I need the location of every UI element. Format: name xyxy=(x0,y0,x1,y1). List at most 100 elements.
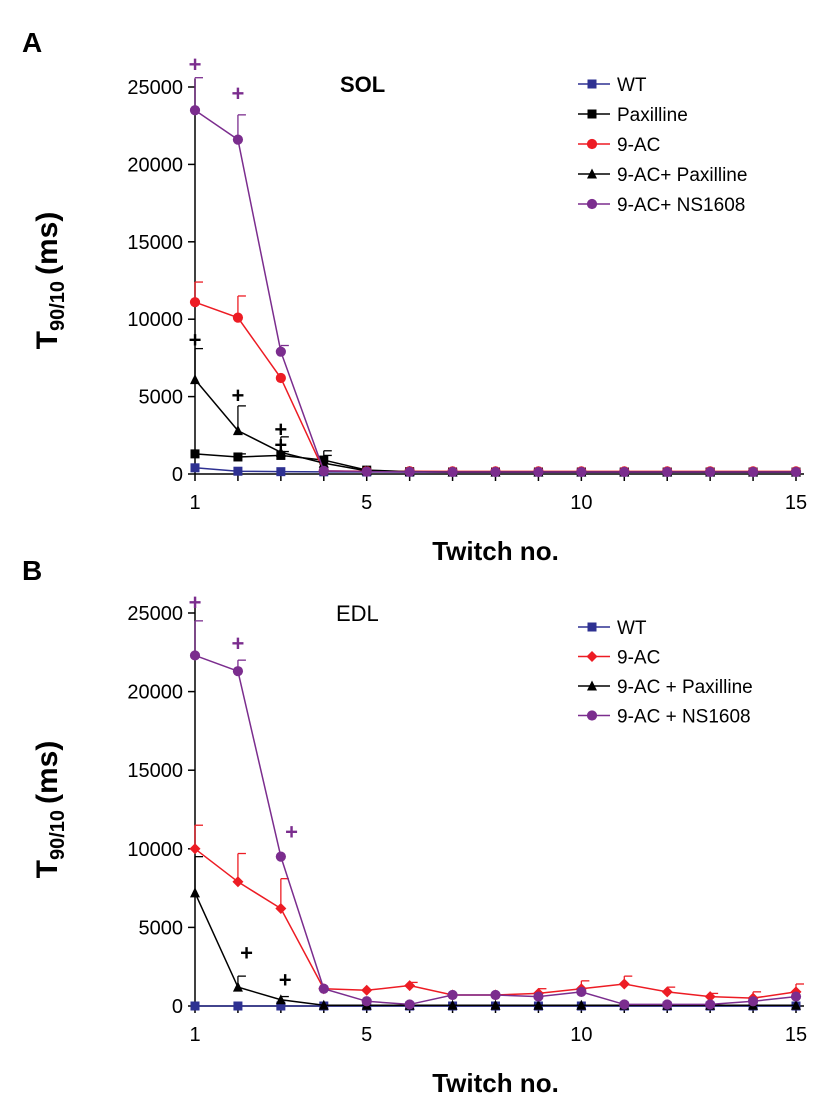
panel-a-legend-marker xyxy=(587,79,597,89)
panel-b-significance-mark: + xyxy=(279,967,292,992)
panel-a-y-tick-label: 5000 xyxy=(139,387,184,409)
panel-b-x-tick-label: 1 xyxy=(189,1024,200,1046)
panel-a-data-point xyxy=(190,449,200,459)
panel-b-data-point xyxy=(275,851,286,862)
panel-a-data-point xyxy=(533,466,544,478)
panel-b-data-point xyxy=(232,666,244,677)
panel-b-data-point xyxy=(404,999,415,1010)
panel-a-x-tick-label: 15 xyxy=(785,492,807,514)
panel-b-y-tick-label: 20000 xyxy=(127,682,183,704)
panel-a-data-point xyxy=(705,466,716,478)
panel-b-y-tick-label: 5000 xyxy=(139,917,184,939)
panel-b-significance-mark: + xyxy=(189,590,202,615)
panel-a-data-point xyxy=(189,105,201,116)
panel-b-data-point xyxy=(361,996,372,1007)
panel-b-y-tick-label: 0 xyxy=(172,996,183,1018)
panel-a-significance-mark: + xyxy=(274,417,287,442)
panel-a-data-point xyxy=(404,466,415,477)
panel-b-legend: WT 9-AC 9-AC + Paxilline 9-AC + NS1608 xyxy=(578,618,753,728)
panel-b-data-point xyxy=(618,978,630,990)
panel-a-data-point xyxy=(790,466,802,478)
panel-b-legend-label: 9-AC + Paxilline xyxy=(617,677,753,698)
panel-a-y-tick-label: 15000 xyxy=(127,232,183,254)
panel-a-data-point xyxy=(275,446,286,457)
panel-a-data-point xyxy=(276,467,286,477)
panel-b-data-point xyxy=(232,876,244,888)
panel-a-significance-mark: + xyxy=(189,52,202,77)
panel-a-legend-label: 9-AC xyxy=(617,135,660,156)
panel-a-data-point xyxy=(275,372,286,384)
panel-a-data-point xyxy=(232,134,244,145)
panel-a-data-point xyxy=(190,374,200,385)
panel-b-y-axis-title-main: T xyxy=(31,860,64,878)
panel-b-legend-marker xyxy=(587,622,597,632)
panel-b-x-tick-label: 10 xyxy=(570,1024,592,1046)
panel-a-legend-label: 9-AC+ NS1608 xyxy=(617,195,745,216)
panel-b-title: EDL xyxy=(336,601,379,626)
panel-a-legend-marker xyxy=(586,198,598,210)
panel-a-legend-marker xyxy=(587,168,597,179)
panel-b-x-tick-label: 5 xyxy=(361,1024,372,1046)
panel-a-legend-marker xyxy=(586,138,598,150)
panel-b-data-point xyxy=(318,999,329,1010)
panel-a-data-point xyxy=(490,466,501,478)
panel-a-data-point xyxy=(190,463,200,473)
panel-b-data-point xyxy=(576,986,587,997)
panel-a-data-point xyxy=(576,466,587,478)
panel-b-data-point xyxy=(705,999,716,1010)
panel-a-data-point xyxy=(662,466,673,478)
panel-a-x-tick-label: 5 xyxy=(361,492,372,514)
panel-b-significance-mark: + xyxy=(231,631,244,656)
panel-b-data-point xyxy=(533,991,544,1002)
panel-a-significance-mark: + xyxy=(189,327,202,352)
panel-b-data-point xyxy=(404,980,416,992)
panel-b-data-point xyxy=(662,999,673,1010)
panel-a-legend-marker xyxy=(587,109,597,119)
panel-a-y-axis-title-sub: 90/10 xyxy=(47,281,69,331)
panel-b-legend-marker xyxy=(587,680,597,691)
panel-a-data-point xyxy=(619,466,630,478)
panel-a-x-tick-label: 10 xyxy=(570,492,592,514)
panel-a-x-axis-title: Twitch no. xyxy=(432,536,559,566)
panel-b-y-axis-title: T90/10 (ms) xyxy=(31,741,69,879)
panel-a-letter: A xyxy=(22,27,42,58)
panel-b-y-axis-title-sub: 90/10 xyxy=(47,810,69,860)
panel-a-data-point xyxy=(232,425,243,436)
panel-a-data-point xyxy=(361,466,372,477)
panel-b-legend-marker xyxy=(586,710,598,721)
panel-b-y-axis-title-unit: (ms) xyxy=(31,741,64,804)
panel-b-data-point xyxy=(661,986,673,998)
panel-b-significance-mark: + xyxy=(240,941,253,966)
panel-b-series-3 xyxy=(189,620,802,1010)
panel-b-data-point xyxy=(190,887,200,898)
panel-b-legend-marker xyxy=(586,651,598,662)
panel-a-legend-label: Paxilline xyxy=(617,105,688,126)
panel-b-data-point xyxy=(619,999,630,1010)
panel-b-data-point xyxy=(189,843,201,855)
panel-b-x-axis-title: Twitch no. xyxy=(432,1068,559,1098)
panel-b-x-tick-label: 15 xyxy=(785,1024,807,1046)
panel-b-data-point xyxy=(190,1001,200,1011)
panel-a-y-tick-label: 0 xyxy=(172,464,183,486)
panel-b-data-point xyxy=(233,1001,243,1011)
panel-b-data-point xyxy=(447,989,458,1001)
panel-b-data-point xyxy=(447,999,458,1010)
panel-a-legend-label: WT xyxy=(617,75,647,96)
panel-a-series-4 xyxy=(189,77,802,478)
panel-b-data-point xyxy=(318,983,329,994)
panel-b-data-point xyxy=(275,903,287,915)
panel-a-data-point xyxy=(318,465,329,477)
panel-a-y-axis-title-main: T xyxy=(31,331,64,349)
panel-b-y-tick-label: 10000 xyxy=(127,839,183,861)
panel-b-y-tick-label: 25000 xyxy=(127,603,183,625)
panel-b-data-point xyxy=(361,984,373,996)
panel-b-data-point xyxy=(490,989,501,1001)
panel-a-y-tick-label: 20000 xyxy=(127,154,183,176)
panel-a-data-point xyxy=(447,466,458,478)
panel-b-legend-label: 9-AC xyxy=(617,648,660,669)
panel-a-data-point xyxy=(189,297,201,308)
panel-b-legend-label: 9-AC + NS1608 xyxy=(617,707,751,728)
